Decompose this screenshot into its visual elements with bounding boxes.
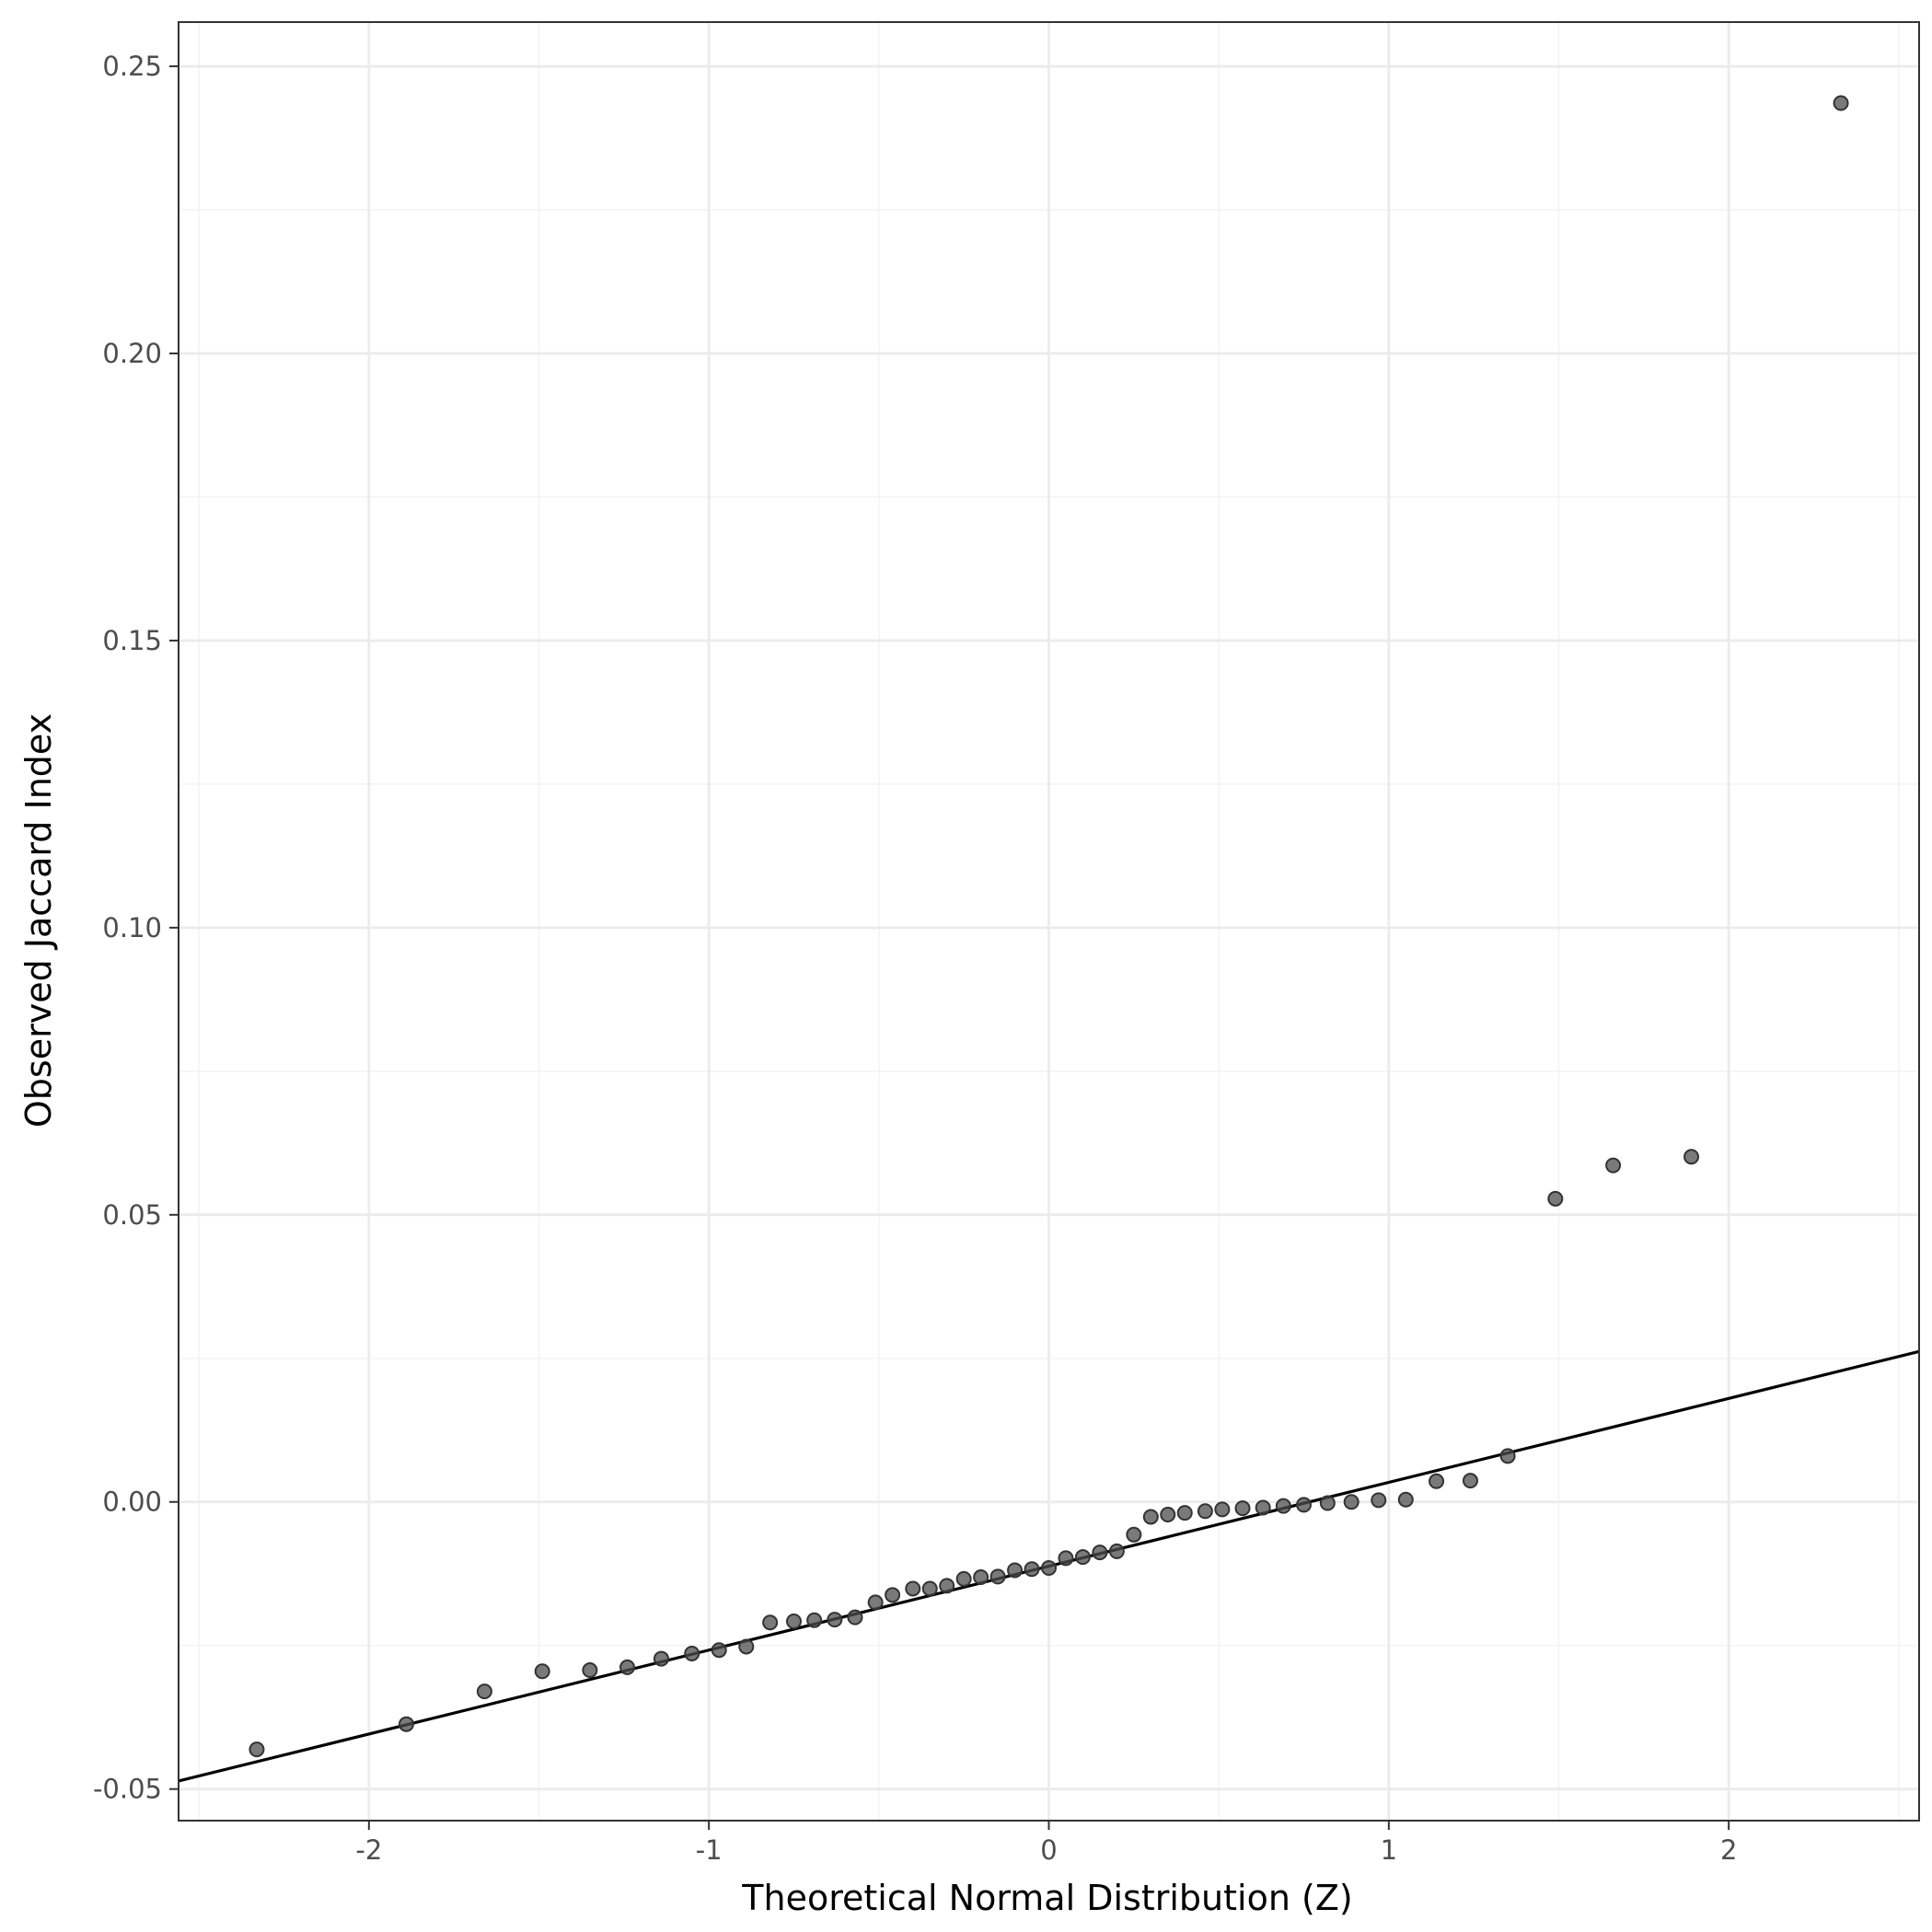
data-point	[1234, 1500, 1251, 1517]
data-point	[1397, 1491, 1414, 1508]
data-point	[1024, 1561, 1040, 1578]
data-point	[905, 1580, 921, 1597]
x-tick-label: 0	[1040, 1834, 1057, 1866]
data-point	[738, 1638, 755, 1655]
y-tick-label: 0.10	[102, 912, 162, 943]
data-point	[762, 1614, 779, 1631]
x-tick-label: 1	[1381, 1834, 1397, 1866]
y-axis: -0.05 0.00 0.05 0.10 0.15 0.20 0.25	[93, 51, 179, 1805]
y-tick-label: -0.05	[93, 1774, 162, 1805]
data-point	[955, 1570, 972, 1587]
data-point	[1255, 1499, 1271, 1516]
data-point	[1074, 1549, 1091, 1566]
data-point	[1058, 1550, 1074, 1567]
data-point	[806, 1612, 823, 1628]
data-point	[1547, 1190, 1564, 1207]
data-point	[398, 1716, 414, 1732]
y-tick-label: 0.00	[102, 1487, 162, 1518]
data-point	[885, 1587, 901, 1603]
data-point	[1296, 1497, 1313, 1513]
data-point	[582, 1662, 598, 1679]
x-tick-label: -2	[355, 1834, 382, 1866]
data-point	[1319, 1495, 1336, 1511]
data-point	[476, 1683, 492, 1700]
data-point	[684, 1645, 700, 1661]
data-point	[1371, 1492, 1387, 1509]
data-point	[847, 1609, 863, 1625]
y-tick-label: 0.20	[102, 338, 162, 369]
data-point	[249, 1741, 265, 1758]
y-tick-label: 0.05	[102, 1199, 162, 1231]
data-point	[1275, 1498, 1291, 1514]
data-point	[1176, 1505, 1193, 1521]
data-point	[1462, 1473, 1478, 1489]
data-point	[1041, 1559, 1057, 1576]
y-tick-label: 0.25	[102, 51, 162, 82]
data-point	[989, 1568, 1006, 1585]
data-point	[1683, 1149, 1700, 1165]
data-point	[1605, 1157, 1622, 1174]
major-gridlines	[179, 22, 1919, 1821]
data-points	[249, 95, 1849, 1758]
data-point	[1126, 1526, 1142, 1543]
data-point	[973, 1568, 989, 1585]
data-point	[867, 1594, 884, 1611]
x-axis: -2 -1 0 1 2	[355, 1821, 1737, 1866]
data-point	[711, 1642, 727, 1659]
data-point	[1160, 1506, 1176, 1522]
data-point	[1197, 1503, 1213, 1520]
data-point	[1007, 1562, 1024, 1579]
data-point	[1343, 1494, 1359, 1510]
data-point	[1833, 95, 1849, 111]
data-point	[534, 1663, 550, 1680]
data-point	[619, 1659, 636, 1675]
y-tick-label: 0.15	[102, 625, 162, 656]
data-point	[653, 1650, 669, 1667]
data-point	[785, 1614, 802, 1630]
data-point	[1092, 1544, 1108, 1561]
data-point	[921, 1580, 938, 1597]
x-tick-label: 2	[1720, 1834, 1737, 1866]
data-point	[1499, 1448, 1516, 1464]
data-point	[1108, 1543, 1125, 1559]
x-tick-label: -1	[696, 1834, 723, 1866]
y-axis-title: Observed Jaccard Index	[18, 713, 59, 1128]
data-point	[939, 1578, 955, 1594]
data-point	[1142, 1509, 1159, 1525]
data-point	[827, 1612, 843, 1628]
x-axis-title: Theoretical Normal Distribution (Z)	[741, 1878, 1352, 1918]
data-point	[1429, 1473, 1445, 1489]
data-point	[1214, 1501, 1231, 1518]
